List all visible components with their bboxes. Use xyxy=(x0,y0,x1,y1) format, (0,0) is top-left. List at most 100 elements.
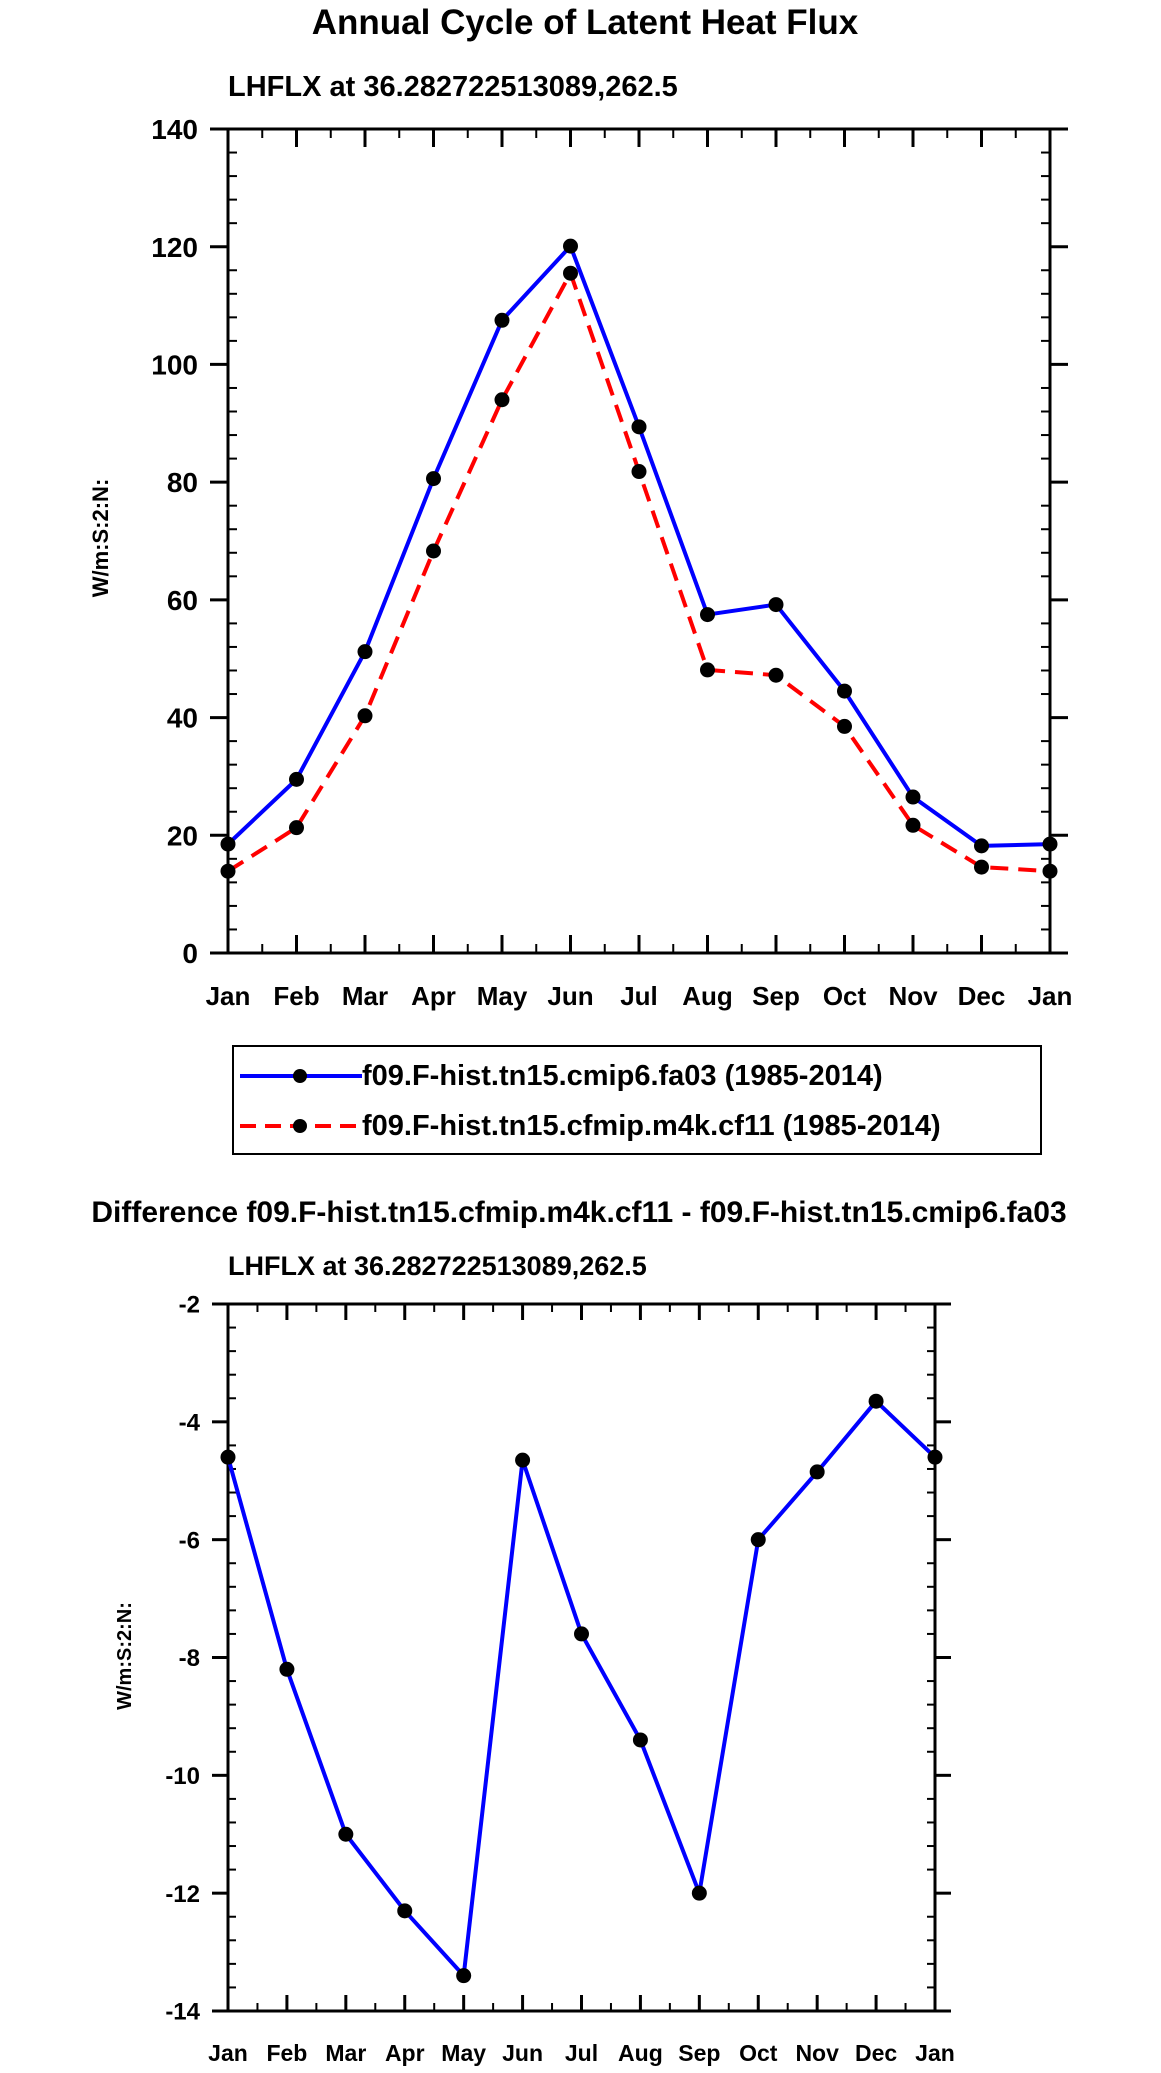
chart2-series-1-point xyxy=(397,1903,413,1919)
chart1-series-2-point xyxy=(289,820,304,836)
chart1-xtick-label: Nov xyxy=(888,981,938,1011)
chart1-ytick-label: 60 xyxy=(167,585,198,616)
chart2-xtick-label: Nov xyxy=(795,2040,839,2066)
chart2-xtick-label: Feb xyxy=(266,2040,307,2066)
chart1-series-2-point xyxy=(494,392,510,408)
annual-cycle-chart: Annual Cycle of Latent Heat Flux LHFLX a… xyxy=(88,3,1072,1155)
chart1-series-1-point xyxy=(563,238,578,254)
chart1-xtick-label: Jul xyxy=(620,981,658,1011)
chart1-series-2-point xyxy=(974,859,989,875)
chart2-series-1-point xyxy=(338,1826,354,1842)
chart1-series-2-point xyxy=(357,708,373,724)
legend-marker-series-1 xyxy=(293,1069,307,1083)
chart2-xtick-label: Jul xyxy=(565,2040,598,2066)
chart1-xtick-label: Jan xyxy=(1028,981,1073,1011)
chart2-xtick-label: Jun xyxy=(502,2040,543,2066)
chart2-xtick-label: Aug xyxy=(618,2040,663,2066)
chart2-series-1-point xyxy=(927,1449,943,1465)
chart2-xtick-label: Apr xyxy=(385,2040,425,2066)
chart1-series xyxy=(220,238,1058,879)
chart1-series-2-point xyxy=(905,817,921,833)
chart1-xtick-label: Jun xyxy=(547,981,593,1011)
chart1-series-1-point xyxy=(494,312,510,328)
chart2-series-1-point xyxy=(574,1626,589,1642)
chart2-series-1-point xyxy=(220,1449,236,1465)
chart2-series xyxy=(220,1393,943,1984)
chart2-ytick-label: -4 xyxy=(179,1409,201,1436)
chart1-series-1-point xyxy=(837,683,852,699)
chart1-series-2-point xyxy=(768,667,784,683)
chart1-series-2-point xyxy=(837,718,852,734)
chart1-xtick-label: Sep xyxy=(752,981,800,1011)
chart1-ytick-label: 140 xyxy=(151,114,198,145)
chart1-ytick-label: 100 xyxy=(151,350,198,381)
chart1-series-1-point xyxy=(289,771,304,787)
chart1-series-2-point xyxy=(1042,863,1058,879)
chart1-xtick-label: May xyxy=(477,981,528,1011)
chart1-series-1-point xyxy=(220,836,236,852)
chart2-series-1-point xyxy=(809,1464,825,1480)
legend-label-series-2: f09.F-hist.tn15.cfmip.m4k.cf11 (1985-201… xyxy=(362,1110,941,1142)
chart1-subtitle: LHFLX at 36.282722513089,262.5 xyxy=(228,71,678,103)
chart1-xtick-label: Mar xyxy=(342,981,388,1011)
chart2-xtick-label: Sep xyxy=(678,2040,720,2066)
legend-label-series-1: f09.F-hist.tn15.cmip6.fa03 (1985-2014) xyxy=(362,1060,883,1092)
chart2-plot-frame xyxy=(226,1302,937,2013)
chart1-series-1-point xyxy=(700,607,715,623)
chart1-series-2-point xyxy=(700,662,715,678)
chart1-plot-frame xyxy=(226,127,1052,955)
chart2-xtick-label: Dec xyxy=(855,2040,897,2066)
chart1-series-1-point xyxy=(768,597,784,613)
chart1-series-2-point xyxy=(220,863,236,879)
chart1-xtick-label: Aug xyxy=(682,981,733,1011)
chart1-series-1-point xyxy=(905,789,921,805)
chart1-xtick-label: Feb xyxy=(273,981,319,1011)
chart1-series-line-2 xyxy=(226,271,1051,874)
chart2-subtitle: LHFLX at 36.282722513089,262.5 xyxy=(228,1251,647,1281)
chart2-xtick-label: Jan xyxy=(208,2040,248,2066)
chart1-ytick-label: 0 xyxy=(182,938,198,969)
chart2-ylabel: W/m:S:2:N: xyxy=(114,1602,136,1710)
chart1-ytick-label: 120 xyxy=(151,232,198,263)
chart1-series-1-point xyxy=(357,644,373,660)
chart2-series-1-point xyxy=(515,1452,531,1468)
legend-marker-series-2 xyxy=(293,1119,307,1133)
chart1-xtick-label: Jan xyxy=(206,981,251,1011)
chart1-series-1-point xyxy=(426,471,441,487)
chart1-xtick-label: Oct xyxy=(823,981,867,1011)
chart2-ytick-label: -12 xyxy=(165,1881,200,1908)
chart1-series-1-point xyxy=(974,838,989,854)
chart2-series-1-point xyxy=(691,1885,707,1901)
chart1-series-2-point xyxy=(631,464,647,480)
chart1-xtick-label: Dec xyxy=(958,981,1006,1011)
chart1-xtick-label: Apr xyxy=(411,981,456,1011)
chart2-xtick-label: Jan xyxy=(915,2040,955,2066)
chart2-series-1-point xyxy=(279,1661,295,1677)
chart2-axes: Jan Feb Mar Apr May Jun Jul Aug Sep Oct Nov Dec Jan-… xyxy=(165,1292,955,2066)
chart2-xtick-label: Mar xyxy=(325,2040,366,2066)
chart1-ytick-label: 20 xyxy=(167,820,198,851)
chart1-axes: Jan Feb Mar Apr May Jun Jul Aug Sep Oct Nov Dec Jan 0… xyxy=(151,114,1072,1011)
chart1-legend: f09.F-hist.tn15.cmip6.fa03 (1985-2014) f… xyxy=(232,1045,1042,1155)
chart2-series-1-point xyxy=(750,1532,766,1548)
chart2-ytick-label: -14 xyxy=(165,1999,200,2026)
chart2-ytick-label: -10 xyxy=(165,1763,200,1790)
chart1-series-line-1 xyxy=(226,244,1051,848)
chart2-series-1-point xyxy=(868,1393,884,1409)
chart2-series-1-point xyxy=(456,1968,472,1984)
chart2-series-1-point xyxy=(632,1732,648,1748)
chart1-ytick-label: 80 xyxy=(167,467,198,498)
chart1-series-2-point xyxy=(563,265,578,281)
chart1-ylabel: W/m:S:2:N: xyxy=(88,479,113,598)
chart1-ytick-label: 40 xyxy=(167,703,198,734)
chart2-title: Difference f09.F-hist.tn15.cfmip.m4k.cf1… xyxy=(91,1196,1066,1229)
chart1-series-1-point xyxy=(1042,836,1058,852)
chart1-series-2-point xyxy=(426,543,441,559)
chart2-xtick-label: May xyxy=(441,2040,486,2066)
chart2-xtick-label: Oct xyxy=(739,2040,778,2066)
legend-box xyxy=(232,1045,1042,1155)
chart2-ytick-label: -6 xyxy=(179,1527,200,1554)
chart2-ytick-label: -2 xyxy=(179,1292,200,1319)
chart2-series-line-1 xyxy=(226,1399,937,1978)
